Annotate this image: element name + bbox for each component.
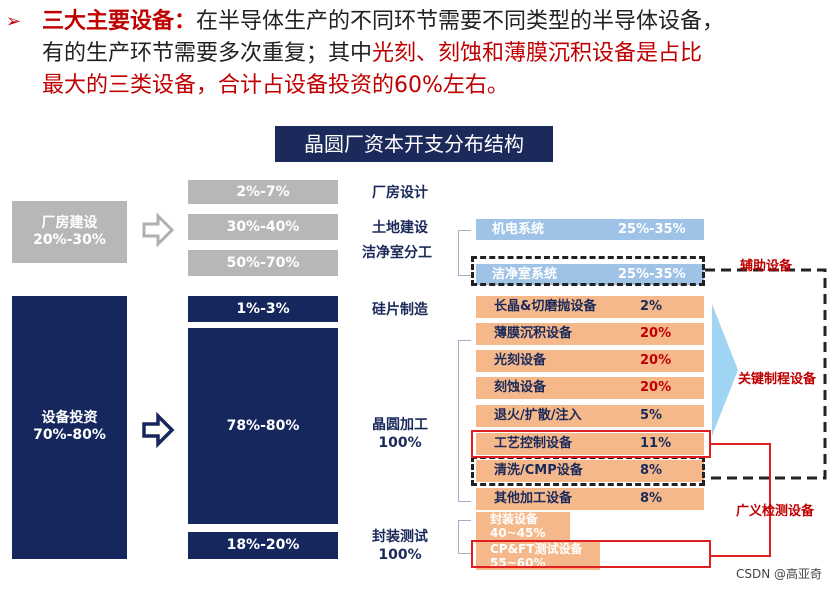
wafer-processing-name: 晶圆加工 [372, 417, 428, 433]
process-item-pct: 8% [640, 463, 663, 478]
intro-text-1: 在半导体生产的不同环节需要不同类型的半导体设备， [196, 9, 725, 34]
process-item: 退火/扩散/注入 5% [476, 405, 704, 427]
packaging-bar: 18%-20% [188, 532, 338, 559]
intro-paragraph: ➢ 三大主要设备：在半导体生产的不同环节需要不同类型的半导体设备， 有的生产环节… [6, 6, 832, 102]
process-item-pct: 20% [640, 380, 672, 395]
process-item-name: 刻蚀设备 [494, 380, 547, 395]
wafer-processing-pct: 100% [378, 435, 422, 451]
plant-design-label: 厂房设计 [372, 185, 428, 201]
wafer-processing-label: 晶圆加工 100% [355, 416, 445, 452]
key-process-dashed-outline [705, 268, 827, 480]
diagram-title: 晶圆厂资本开支分布结构 [275, 126, 553, 162]
key-process-pointer-icon [712, 304, 738, 436]
equipment-investment-range: 70%-80% [33, 427, 106, 443]
process-item: 工艺控制设备 11% [476, 433, 704, 455]
intro-highlight-1: 光刻、刻蚀和薄膜沉积设备是占比 [372, 41, 703, 66]
navy-arrow-icon [142, 412, 175, 448]
aux-item-name: 洁净室系统 [492, 267, 558, 282]
packaging-bracket [458, 520, 471, 554]
silicon-wafer-label: 硅片制造 [372, 302, 428, 318]
process-item-pct: 8% [640, 491, 663, 506]
cp-ft-test-redbox [471, 540, 711, 568]
aux-item-name: 机电系统 [492, 222, 545, 237]
land-construction-label: 土地建设 [372, 220, 428, 236]
key-process-label: 关键制程设备 [738, 372, 817, 387]
plant-design-bar: 2%-7% [188, 180, 338, 204]
clean-room-bracket [458, 230, 471, 276]
land-construction-bar: 30%-40% [188, 214, 338, 240]
packaging-item-pct: 40~45% [490, 526, 546, 540]
clean-room-bar: 50%-70% [188, 250, 338, 276]
equipment-investment-label: 设备投资 [41, 410, 98, 426]
wafer-processing-bar: 78%-80% [188, 328, 338, 524]
factory-construction-box: 厂房建设 20%-30% [12, 201, 127, 263]
gray-arrow-icon [142, 212, 175, 248]
process-item: 长晶&切磨抛设备 2% [476, 296, 704, 318]
wafer-processing-bracket [458, 340, 471, 502]
packaging-item-name: 封装设备 [490, 512, 539, 526]
aux-item-pct: 25%-35% [618, 222, 686, 237]
clean-room-dashed-outline [471, 256, 705, 286]
packaging-name: 封装测试 [372, 529, 428, 545]
process-item-pct: 5% [640, 408, 663, 423]
process-item-name: 清洗/CMP设备 [494, 463, 583, 478]
intro-keyword: 三大主要设备： [42, 9, 197, 34]
packaging-item: 封装设备 40~45% [476, 512, 570, 540]
aux-item: 洁净室系统 25%-35% [476, 264, 704, 285]
process-item: 光刻设备 20% [476, 350, 704, 372]
factory-construction-label: 厂房建设 [41, 215, 98, 231]
process-item-name: 光刻设备 [494, 353, 547, 368]
clean-room-label: 洁净室分工 [362, 245, 432, 261]
silicon-wafer-bar: 1%-3% [188, 296, 338, 322]
process-control-redbox [471, 430, 711, 458]
packaging-label: 封装测试 100% [355, 528, 445, 564]
inspection-equipment-label: 广义检测设备 [736, 504, 815, 519]
process-item-name: 长晶&切磨抛设备 [494, 299, 597, 314]
process-item-name: 退火/扩散/注入 [494, 408, 582, 423]
equipment-investment-box: 设备投资 70%-80% [12, 296, 127, 559]
packaging-item-name: CP&FT测试设备 [490, 542, 583, 556]
process-item-name: 薄膜沉积设备 [494, 326, 573, 341]
process-item: 刻蚀设备 20% [476, 377, 704, 399]
process-item: 其他加工设备 8% [476, 488, 704, 510]
watermark: CSDN @高亚奇 [735, 567, 822, 581]
process-item-name: 工艺控制设备 [494, 436, 573, 451]
process-item: 薄膜沉积设备 20% [476, 323, 704, 345]
aux-item: 机电系统 25%-35% [476, 219, 704, 240]
aux-item-pct: 25%-35% [618, 267, 686, 282]
factory-construction-range: 20%-30% [33, 232, 106, 248]
intro-text-2: 有的生产环节需要多次重复；其中 [42, 41, 373, 66]
process-item-pct: 20% [640, 353, 672, 368]
process-item-pct: 2% [640, 299, 663, 314]
aux-equipment-label: 辅助设备 [740, 259, 793, 274]
cleaning-dashed-outline [471, 456, 705, 486]
process-item: 清洗/CMP设备 8% [476, 460, 704, 482]
process-item-pct: 20% [640, 326, 672, 341]
bullet-arrow-icon: ➢ [6, 11, 22, 32]
inspection-connector [710, 443, 771, 557]
process-item-name: 其他加工设备 [494, 491, 573, 506]
intro-highlight-2: 最大的三类设备，合计占设备投资的60%左右。 [42, 73, 509, 98]
packaging-pct: 100% [378, 547, 422, 563]
process-item-pct: 11% [640, 436, 672, 451]
